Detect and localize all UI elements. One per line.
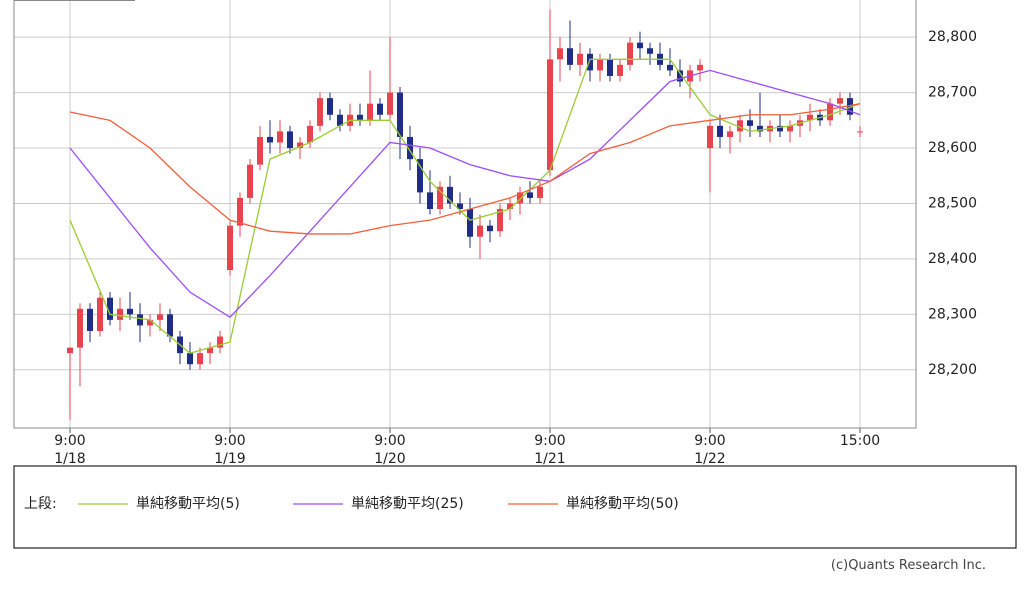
legend-label: 単純移動平均(25) <box>351 496 464 512</box>
candle-body <box>107 297 113 320</box>
candle-body <box>527 192 533 198</box>
candle-body <box>597 59 603 71</box>
candle-body <box>427 192 433 210</box>
candle-body <box>287 131 293 149</box>
candle-body <box>147 319 153 326</box>
candle-body <box>357 114 363 121</box>
y-tick-label: 28,400 <box>928 251 977 267</box>
credit: (c)Quants Research Inc. <box>830 558 986 573</box>
candle-body <box>847 98 853 115</box>
candle-body <box>837 98 843 104</box>
candle-body <box>407 136 413 160</box>
candle-body <box>677 70 683 82</box>
candle-body <box>557 48 563 60</box>
candle-body <box>387 92 393 115</box>
plot-frame <box>13 0 917 429</box>
candle-body <box>317 98 323 126</box>
candle-body <box>607 59 613 76</box>
candle-body <box>637 42 643 49</box>
candle-body <box>477 225 483 237</box>
legend-box <box>13 465 1017 549</box>
candle-body <box>77 308 83 348</box>
x-tick-label: 9:00 1/20 <box>374 433 406 467</box>
candle-body <box>267 136 273 143</box>
candle-body <box>627 42 633 65</box>
candle-body <box>257 136 263 165</box>
candle-body <box>67 347 73 354</box>
candle-body <box>717 125 723 137</box>
candle-body <box>157 314 163 320</box>
candle-body <box>447 186 453 204</box>
candle-body <box>457 203 463 210</box>
candle-body <box>647 48 653 54</box>
candle-body <box>397 92 403 137</box>
y-tick-label: 28,500 <box>928 195 977 211</box>
legend-title: 上段: <box>24 496 57 512</box>
moving-average-line <box>69 58 861 354</box>
candle-body <box>577 53 583 65</box>
candle-body <box>727 131 733 137</box>
candle-body <box>437 186 443 210</box>
candle-body <box>737 120 743 132</box>
candle-body <box>97 297 103 331</box>
candle-body <box>327 98 333 115</box>
plot-area <box>13 0 917 433</box>
y-tick-label: 28,300 <box>928 306 977 322</box>
candle-body <box>227 225 233 270</box>
candle-body <box>667 64 673 71</box>
candle-body <box>207 347 213 354</box>
candle-body <box>487 225 493 232</box>
candle-body <box>117 308 123 320</box>
x-tick-label: 9:00 1/19 <box>214 433 246 467</box>
candle-body <box>277 131 283 143</box>
candle-body <box>367 103 373 121</box>
legend-label: 単純移動平均(50) <box>566 496 679 512</box>
candle-body <box>587 53 593 71</box>
candle-body <box>237 197 243 226</box>
candle-body <box>517 192 523 204</box>
candle-body <box>127 308 133 315</box>
candle-body <box>807 114 813 121</box>
y-tick-label: 28,600 <box>928 140 977 156</box>
candle-body <box>757 125 763 132</box>
x-tick-label: 15:00 <box>839 433 881 449</box>
candle-body <box>307 125 313 143</box>
candle-body <box>337 114 343 126</box>
candle-body <box>697 64 703 71</box>
candle-body <box>417 159 423 193</box>
x-tick-label: 9:00 1/22 <box>694 433 726 467</box>
candle-body <box>187 353 193 365</box>
candle-body <box>747 120 753 126</box>
y-tick-label: 28,200 <box>928 362 977 378</box>
candle-body <box>137 314 143 326</box>
candle-body <box>197 353 203 365</box>
candle-body <box>537 186 543 198</box>
candle-body <box>217 336 223 348</box>
x-tick-label: 9:00 1/21 <box>534 433 566 467</box>
candle-body <box>827 103 833 121</box>
candle-body <box>857 131 863 133</box>
moving-average-line <box>69 69 861 318</box>
legend-label: 単純移動平均(5) <box>136 496 240 512</box>
y-tick-label: 28,700 <box>928 85 977 101</box>
y-tick-label: 28,800 <box>928 29 977 45</box>
x-tick-label: 9:00 1/18 <box>54 433 86 467</box>
candle-body <box>377 103 383 115</box>
candle-body <box>777 125 783 132</box>
candle-body <box>167 314 173 337</box>
candle-body <box>567 48 573 65</box>
candle-body <box>507 203 513 210</box>
candle-body <box>707 125 713 149</box>
candle-body <box>87 308 93 331</box>
candle-body <box>787 125 793 132</box>
candle-body <box>617 64 623 76</box>
candle-body <box>467 209 473 237</box>
moving-average-line <box>69 103 861 235</box>
candle-body <box>497 209 503 232</box>
candle-body <box>547 59 553 171</box>
candle-body <box>247 164 253 198</box>
candle-body <box>297 142 303 149</box>
